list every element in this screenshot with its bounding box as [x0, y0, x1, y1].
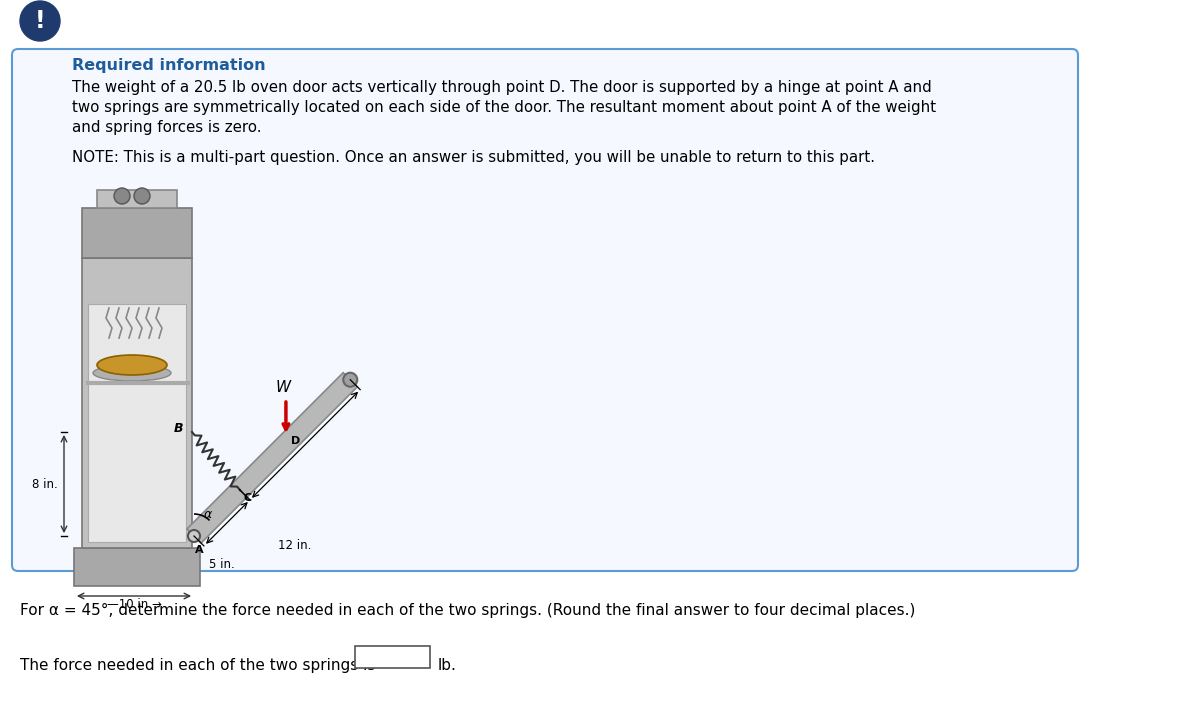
- Text: α: α: [204, 508, 212, 520]
- Text: B: B: [173, 423, 182, 436]
- Text: The force needed in each of the two springs is: The force needed in each of the two spri…: [20, 658, 376, 673]
- Circle shape: [20, 1, 60, 41]
- Ellipse shape: [94, 365, 172, 381]
- Bar: [97, 190, 178, 208]
- Text: For α = 45°, determine the force needed in each of the two springs. (Round the f: For α = 45°, determine the force needed …: [20, 603, 916, 618]
- Text: A: A: [194, 545, 203, 555]
- Text: 5 in.: 5 in.: [209, 558, 235, 570]
- Text: !: !: [35, 9, 46, 33]
- Text: The weight of a 20.5 lb oven door acts vertically through point D. The door is s: The weight of a 20.5 lb oven door acts v…: [72, 80, 931, 95]
- Bar: [88, 304, 186, 542]
- Text: NOTE: This is a multi-part question. Once an answer is submitted, you will be un: NOTE: This is a multi-part question. Onc…: [72, 150, 875, 165]
- Text: 8 in.: 8 in.: [32, 478, 58, 491]
- Bar: [82, 208, 192, 258]
- Bar: [82, 258, 192, 548]
- Text: D: D: [292, 436, 300, 446]
- Circle shape: [134, 188, 150, 204]
- Text: —10 in.→: —10 in.→: [107, 598, 162, 611]
- Ellipse shape: [97, 355, 167, 375]
- Circle shape: [188, 530, 200, 542]
- Text: lb.: lb.: [438, 658, 457, 673]
- Bar: [74, 548, 200, 586]
- FancyBboxPatch shape: [12, 49, 1078, 571]
- Text: Required information: Required information: [72, 58, 265, 73]
- Text: and spring forces is zero.: and spring forces is zero.: [72, 120, 262, 135]
- Text: C: C: [244, 493, 252, 503]
- Text: two springs are symmetrically located on each side of the door. The resultant mo: two springs are symmetrically located on…: [72, 100, 936, 115]
- Polygon shape: [187, 373, 358, 543]
- Text: $W$: $W$: [275, 379, 293, 395]
- Bar: [355, 646, 430, 668]
- Circle shape: [114, 188, 130, 204]
- Circle shape: [343, 373, 358, 386]
- Text: 12 in.: 12 in.: [278, 538, 312, 552]
